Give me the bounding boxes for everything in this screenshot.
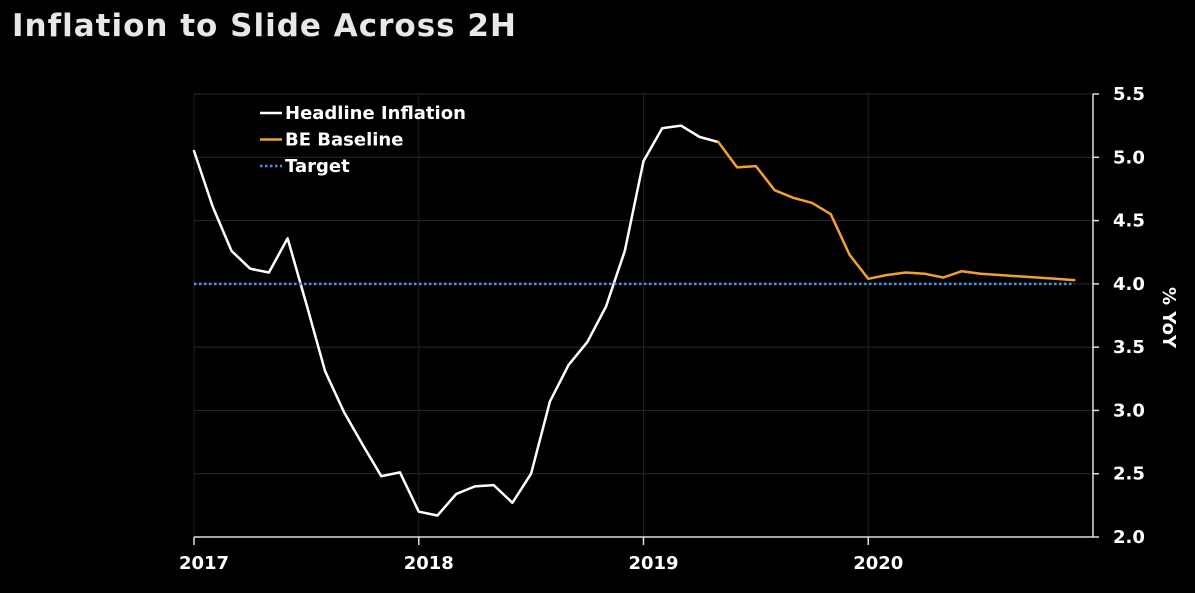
series-line-headline-inflation <box>192 124 720 517</box>
series-lines <box>192 124 1076 517</box>
x-tick-label: 2019 <box>628 553 678 574</box>
legend-label: Target <box>285 156 350 177</box>
y-tick-label: 3.0 <box>1113 400 1145 421</box>
y-tick-label: 5.0 <box>1113 147 1145 168</box>
chart-title: Inflation to Slide Across 2H <box>12 8 517 44</box>
y-tick-label: 3.5 <box>1113 337 1145 358</box>
y-tick-label: 2.5 <box>1113 464 1145 485</box>
y-tick-label: 4.0 <box>1113 274 1145 295</box>
y-axis-title: % YoY <box>1158 287 1179 349</box>
legend: Headline Inflation BE Baseline Target <box>260 103 466 177</box>
x-tick-label: 2020 <box>853 553 903 574</box>
x-tick-label: 2017 <box>179 553 229 574</box>
axes: 2.0 2.5 3.0 3.5 4.0 4.5 5.0 5.5 2017 2018 2019 2020… <box>179 84 1179 574</box>
x-tick-label: 2018 <box>404 553 454 574</box>
y-tick-label: 4.5 <box>1113 211 1145 232</box>
legend-label: BE Baseline <box>285 130 403 151</box>
legend-label: Headline Inflation <box>285 103 466 124</box>
y-tick-label: 2.0 <box>1113 527 1145 548</box>
series-line-be-baseline <box>717 140 1076 282</box>
y-tick-label: 5.5 <box>1113 84 1145 105</box>
